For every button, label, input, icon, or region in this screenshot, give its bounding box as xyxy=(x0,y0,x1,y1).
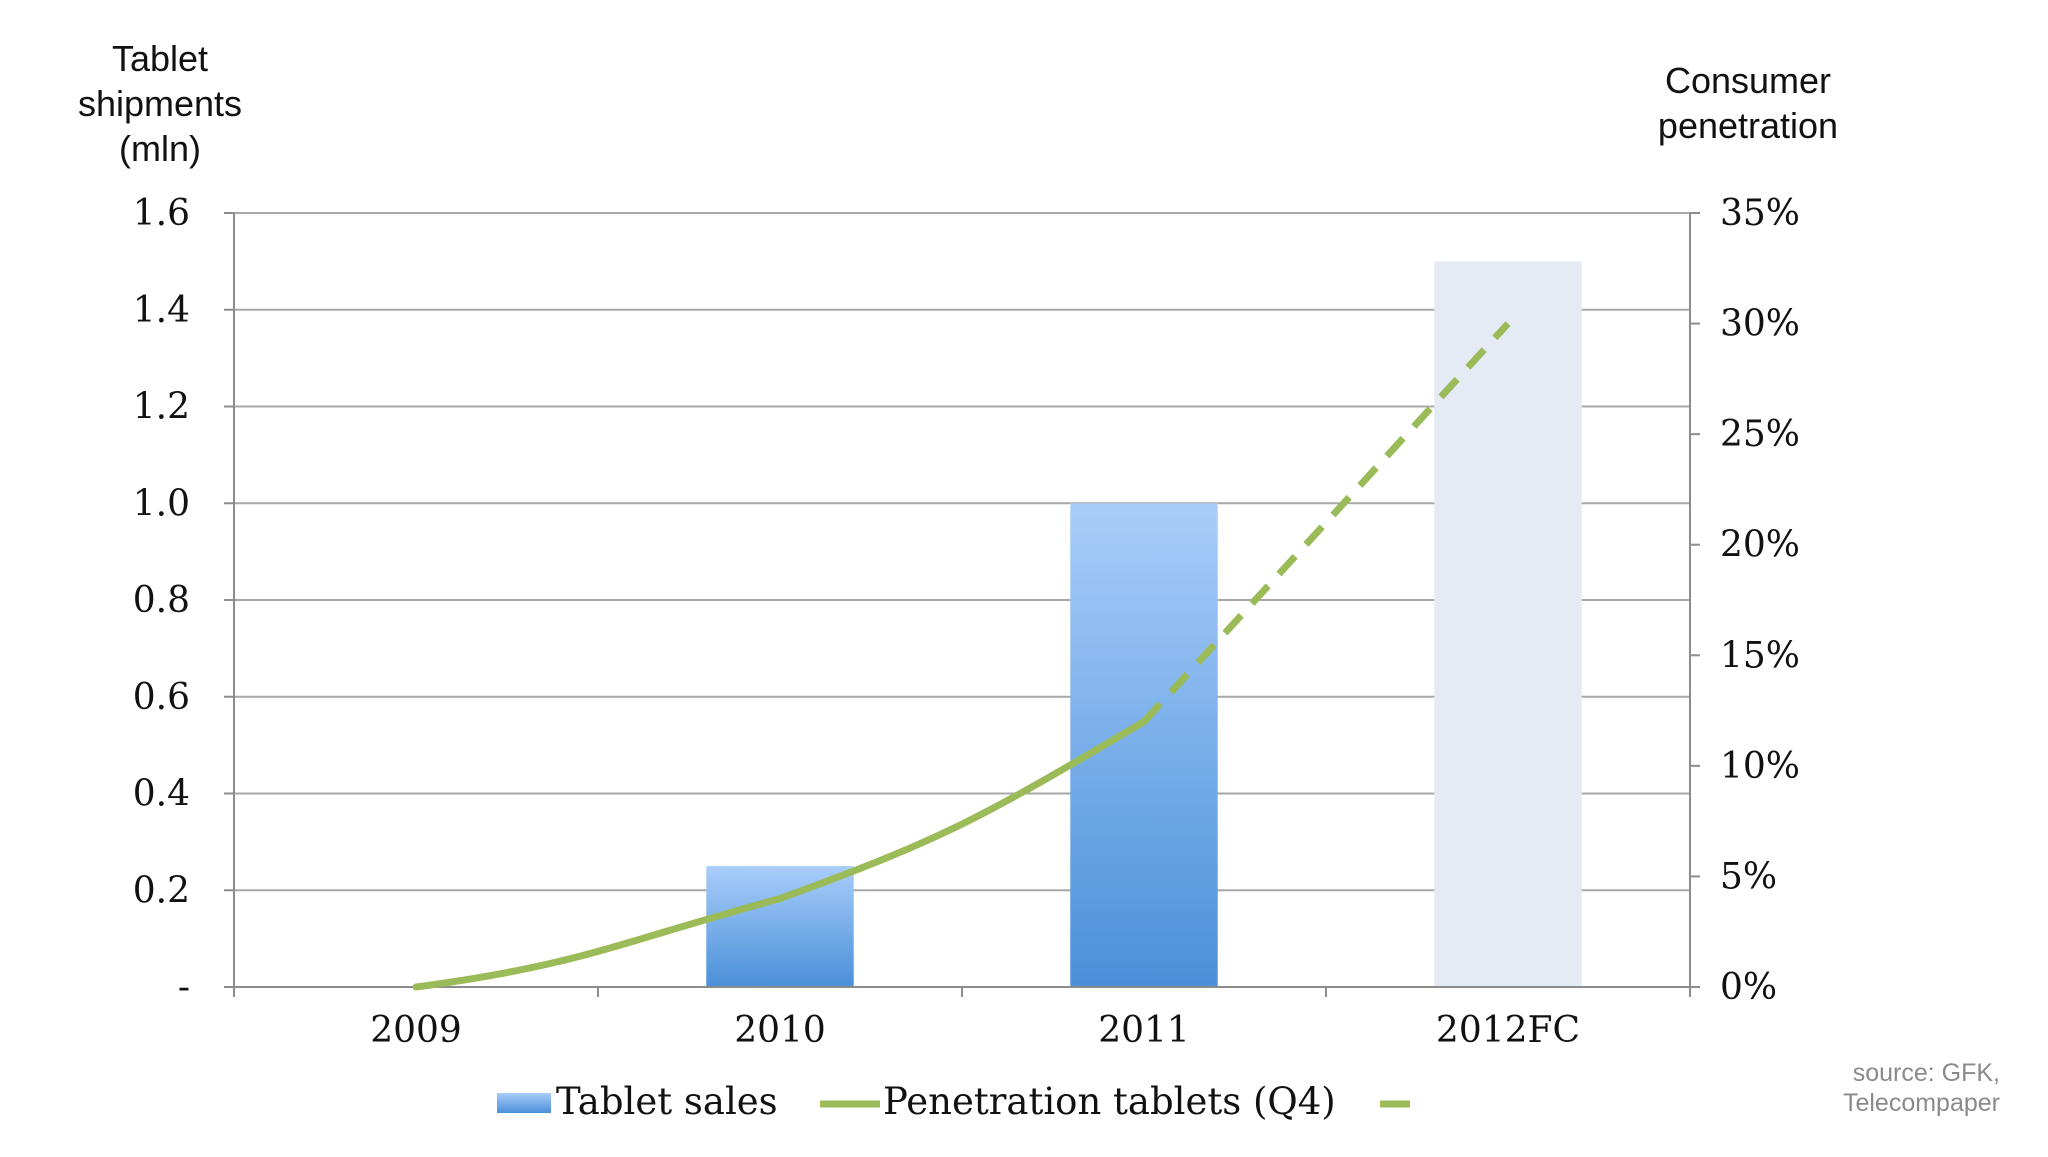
left-tick-label: 0.2 xyxy=(133,870,190,911)
x-tick-label: 2012FC xyxy=(1436,1010,1580,1051)
penetration-line xyxy=(412,321,1511,991)
legend-label-line: Penetration tablets (Q4) xyxy=(883,1080,1336,1123)
left-tick-label: 0.6 xyxy=(133,677,190,718)
penetration-line-actual xyxy=(412,718,1148,991)
gridlines xyxy=(234,212,1690,892)
right-tick-label: 35% xyxy=(1720,193,1800,234)
axes xyxy=(224,212,1700,997)
left-tick-label: - xyxy=(178,967,190,1008)
left-tick-label: 0.8 xyxy=(133,580,190,621)
right-tick-label: 0% xyxy=(1720,967,1777,1008)
right-tick-label: 25% xyxy=(1720,414,1800,455)
bar xyxy=(706,866,854,987)
right-axis-title-line: Consumer xyxy=(1664,60,1832,101)
bar xyxy=(1070,503,1218,987)
legend-swatch-bar xyxy=(497,1093,551,1113)
legend-label-bars: Tablet sales xyxy=(556,1080,778,1123)
right-axis-title-line: penetration xyxy=(1657,105,1839,146)
left-tick-label: 1.0 xyxy=(133,483,190,524)
x-tick-label: 2010 xyxy=(734,1010,826,1051)
legend: Tablet sales Penetration tablets (Q4) xyxy=(497,1080,1410,1123)
source-line: Telecompaper xyxy=(1842,1089,2000,1117)
tick-labels: - 0.2 0.4 0.6 0.8 1.0 1.2 1.4 1.6 0% 5% 10% 15% 20% 25… xyxy=(133,193,1800,1051)
left-axis-title-line: shipments xyxy=(77,83,243,124)
right-tick-label: 10% xyxy=(1720,746,1800,787)
source-note: source: GFK, Telecompaper xyxy=(1780,1058,2000,1118)
right-tick-label: 15% xyxy=(1720,635,1800,676)
left-axis-title: Tablet shipments (mln) xyxy=(55,36,265,171)
right-tick-label: 30% xyxy=(1720,304,1800,345)
x-tick-label: 2009 xyxy=(370,1010,462,1051)
left-tick-label: 0.4 xyxy=(133,774,190,815)
right-tick-label: 5% xyxy=(1720,856,1777,897)
left-axis-title-line: (mln) xyxy=(119,128,201,169)
right-axis-title: Consumer penetration xyxy=(1618,58,1878,148)
bar-forecast xyxy=(1434,261,1582,987)
source-line: source: GFK, xyxy=(1852,1059,2000,1087)
right-tick-label: 20% xyxy=(1720,525,1800,566)
left-tick-label: 1.2 xyxy=(133,387,190,428)
left-tick-label: 1.6 xyxy=(133,193,190,234)
x-tick-label: 2011 xyxy=(1098,1010,1190,1051)
penetration-line-forecast xyxy=(1141,321,1511,724)
left-tick-label: 1.4 xyxy=(133,290,190,331)
bars xyxy=(706,261,1582,987)
left-axis-title-line: Tablet xyxy=(111,38,209,79)
